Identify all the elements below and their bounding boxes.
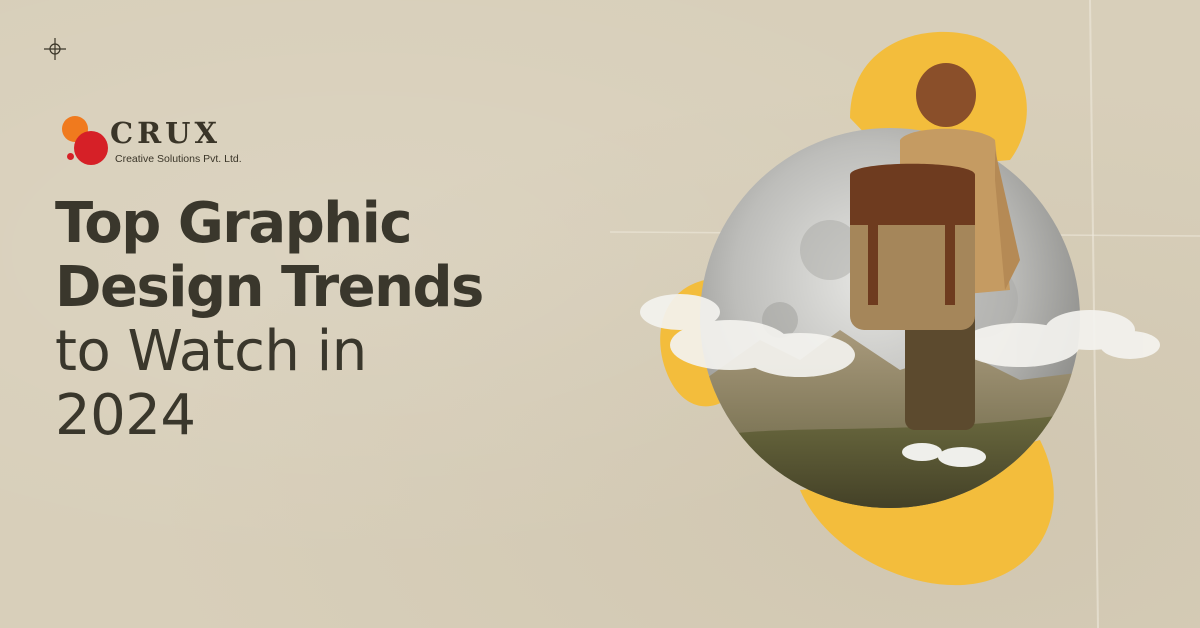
headline-line-1: Top Graphic (55, 191, 413, 256)
brand-logo: CRUX Creative Solutions Pvt. Ltd. (62, 113, 252, 173)
headline-line-4: 2024 (55, 383, 196, 448)
headline-line-2: Design Trends (55, 255, 484, 320)
headline: Top Graphic Design Trends to Watch in 20… (55, 192, 615, 448)
logo-red-dot (74, 131, 108, 165)
logo-small-dot (67, 153, 74, 160)
logo-wordmark: CRUX (110, 116, 221, 150)
headline-line-3: to Watch in (55, 319, 367, 384)
clouds (640, 294, 1160, 377)
logo-tagline: Creative Solutions Pvt. Ltd. (115, 153, 242, 165)
crosshair-icon (44, 38, 66, 60)
boy-figure (850, 63, 1020, 467)
boy-on-moon-illustration (609, 0, 1200, 628)
